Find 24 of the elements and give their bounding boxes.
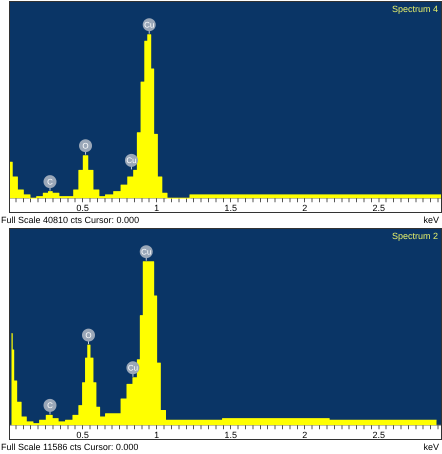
- text: Full Scale 40810 cts Cursor: 0.000: [1, 214, 140, 225]
- text: Full Scale 11586 cts Cursor: 0.000: [1, 442, 138, 452]
- x-tick-label: 1.5: [224, 203, 237, 214]
- annotation: Cu: [144, 20, 154, 30]
- annotation: Cu: [126, 156, 137, 166]
- x-tick-label: 0.5: [76, 430, 89, 440]
- annotation: Cu: [128, 363, 138, 372]
- x-axis-title: keV: [423, 214, 439, 225]
- x-tick-label: 2.5: [372, 430, 386, 440]
- x-tick-label: 1: [154, 430, 160, 440]
- x-axis-title: keV: [423, 442, 439, 452]
- annotation: C: [47, 177, 54, 186]
- chart-title: Spectrum 2: [392, 230, 438, 241]
- chart-title: Spectrum 4: [392, 4, 438, 14]
- annotation: Cu: [141, 247, 152, 256]
- x-tick-label: 1: [154, 203, 160, 214]
- annotation: O: [85, 330, 92, 340]
- x-tick-label: 0.5: [76, 203, 89, 214]
- x-tick-label: 2: [302, 203, 308, 214]
- annotation: C: [47, 401, 54, 410]
- annotation: O: [82, 141, 89, 150]
- x-tick-label: 2.5: [372, 203, 386, 214]
- x-tick-label: 1.5: [224, 430, 237, 440]
- x-tick-label: 2: [302, 430, 308, 440]
